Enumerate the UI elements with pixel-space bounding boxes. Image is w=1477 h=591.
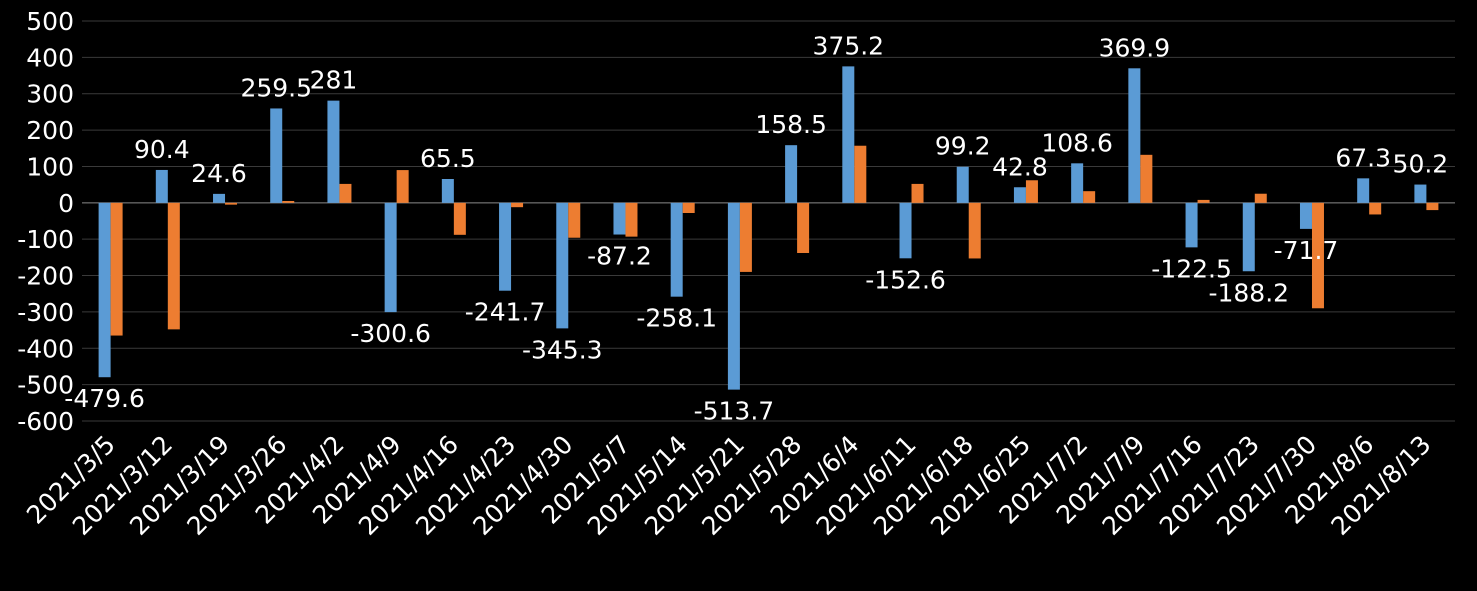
bar-series2-2021/6/4	[854, 145, 867, 203]
y-tick-label: 100	[26, 152, 74, 181]
y-tick-label: -500	[17, 371, 74, 400]
y-axis-ticks: -600 -500 -400 -300 -200 -100 0 100 200 300 400 500	[17, 7, 74, 436]
bar-series2-2021/6/18	[968, 202, 981, 259]
bar-series2-2021/4/2	[339, 183, 352, 203]
y-tick-label: -400	[17, 334, 74, 363]
bar-series1-2021/3/19	[213, 193, 226, 203]
bar-series1-2021/3/5	[98, 202, 111, 378]
bar-series1-2021/4/23	[499, 202, 512, 291]
bar-series1-2021/5/7	[613, 202, 626, 235]
y-tick-label: -300	[17, 298, 74, 327]
data-label: 281	[310, 66, 358, 95]
data-label: 158.5	[755, 110, 827, 139]
y-tick-label: 500	[26, 7, 74, 36]
bar-series1-2021/7/23	[1242, 202, 1255, 272]
data-label: -479.6	[64, 384, 145, 413]
data-label: 42.8	[992, 152, 1048, 181]
bar-series1-2021/6/4	[842, 66, 855, 203]
bar-series1-2021/4/30	[556, 202, 569, 329]
data-label: -513.7	[694, 397, 775, 426]
data-label: -152.6	[865, 265, 946, 294]
data-label: 259.5	[240, 73, 312, 102]
data-label: -71.7	[1274, 236, 1339, 265]
gridlines	[82, 20, 1455, 422]
bar-series2-2021/4/23	[511, 202, 524, 208]
y-tick-label: -600	[17, 407, 74, 436]
bar-series2-2021/3/26	[282, 201, 295, 203]
x-axis-ticks: 2021/3/52021/3/122021/3/192021/3/262021/…	[21, 430, 1437, 541]
data-label: -122.5	[1151, 254, 1232, 283]
bar-series1-2021/7/9	[1128, 68, 1141, 203]
bar-series2-2021/7/30	[1311, 202, 1324, 309]
bar-series1-2021/5/14	[670, 202, 683, 297]
bar-series2-2021/6/25	[1025, 180, 1038, 203]
bar-series2-2021/4/9	[396, 170, 409, 203]
bar-series1-2021/6/18	[956, 166, 969, 203]
bar-series1-2021/5/28	[785, 145, 798, 203]
bar-series2-2021/7/9	[1140, 154, 1153, 203]
bar-series1-2021/3/26	[270, 108, 283, 203]
data-label: -188.2	[1208, 278, 1289, 307]
bars	[98, 66, 1439, 390]
bar-series1-2021/7/2	[1071, 163, 1084, 203]
data-label: 369.9	[1099, 33, 1171, 62]
bar-series2-2021/7/16	[1197, 199, 1210, 203]
bar-series1-2021/7/16	[1185, 202, 1198, 248]
bar-series2-2021/7/23	[1254, 193, 1267, 203]
bar-series1-2021/8/13	[1414, 184, 1427, 203]
bar-series2-2021/5/21	[739, 202, 752, 272]
y-tick-label: -100	[17, 225, 74, 254]
bar-series2-2021/8/6	[1369, 202, 1382, 215]
bar-series2-2021/4/30	[568, 202, 581, 238]
y-tick-label: -200	[17, 262, 74, 291]
y-tick-label: 0	[58, 189, 74, 218]
data-label: -300.6	[350, 319, 431, 348]
bar-series1-2021/7/30	[1299, 202, 1312, 229]
bar-series1-2021/4/16	[441, 179, 454, 203]
data-label: 67.3	[1335, 143, 1391, 172]
data-label: -241.7	[465, 298, 546, 327]
bar-series2-2021/3/19	[225, 202, 238, 205]
bar-series2-2021/5/14	[682, 202, 695, 213]
bar-series2-2021/5/7	[625, 202, 638, 237]
bar-series1-2021/6/25	[1013, 187, 1026, 203]
bar-series2-2021/5/28	[797, 202, 810, 253]
bar-series1-2021/5/21	[727, 202, 740, 390]
bar-series2-2021/3/12	[167, 202, 180, 330]
bar-series1-2021/4/9	[384, 202, 397, 313]
data-label: 108.6	[1041, 128, 1113, 157]
bar-series2-2021/6/11	[911, 183, 924, 203]
bar-series1-2021/8/6	[1357, 178, 1370, 203]
bar-series2-2021/3/5	[110, 202, 123, 336]
bar-series2-2021/7/2	[1083, 191, 1096, 203]
data-label: 90.4	[134, 135, 190, 164]
y-tick-label: 200	[26, 116, 74, 145]
data-label: 375.2	[813, 31, 885, 60]
data-label: 24.6	[191, 159, 247, 188]
data-label: 99.2	[935, 132, 991, 161]
bar-series1-2021/4/2	[327, 100, 340, 203]
bar-series2-2021/8/13	[1426, 202, 1439, 211]
y-tick-label: 400	[26, 43, 74, 72]
data-label: 65.5	[420, 144, 476, 173]
bar-series2-2021/4/16	[453, 202, 466, 235]
data-label: -258.1	[636, 304, 717, 333]
bar-series1-2021/6/11	[899, 202, 912, 259]
y-tick-label: 300	[26, 80, 74, 109]
bar-series1-2021/3/12	[155, 169, 168, 203]
data-label: 50.2	[1393, 150, 1449, 179]
data-label: -87.2	[587, 242, 652, 271]
data-label: -345.3	[522, 335, 603, 364]
